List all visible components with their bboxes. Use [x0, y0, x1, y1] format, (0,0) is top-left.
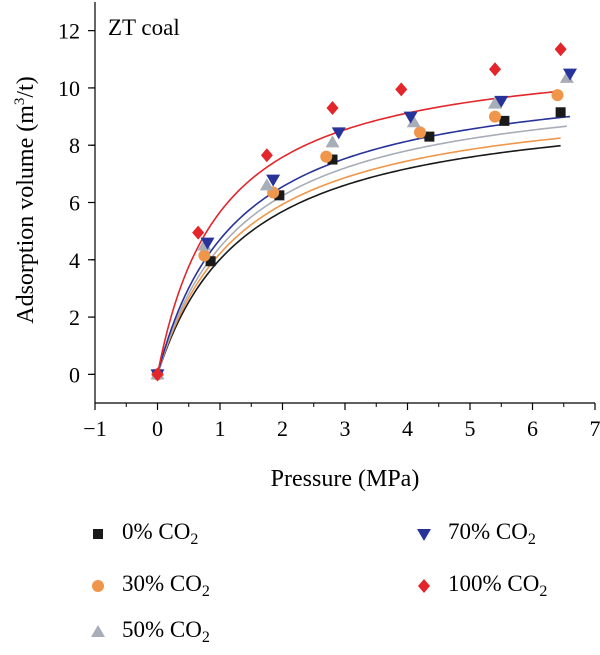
- y-tick-label: 10: [58, 76, 80, 101]
- data-point: [551, 89, 564, 102]
- legend-item: 70% CO2: [416, 519, 536, 549]
- data-point: [200, 237, 215, 250]
- data-point: [325, 135, 340, 148]
- legend-label-sub: 2: [190, 531, 199, 548]
- fit-curve: [156, 90, 561, 375]
- legend-item: 100% CO2: [416, 571, 547, 601]
- y-tick-label: 0: [69, 362, 80, 387]
- y-tick-label: 6: [69, 191, 80, 216]
- data-point: [417, 529, 431, 541]
- x-tick-label: 0: [152, 416, 163, 441]
- data-point: [274, 190, 285, 201]
- legend-item: 30% CO2: [90, 571, 210, 601]
- x-axis-label: Pressure (MPa): [271, 466, 420, 492]
- data-point: [259, 178, 274, 191]
- data-point: [406, 115, 421, 128]
- legend-marker: [93, 529, 103, 539]
- legend-label: 0% CO2: [122, 519, 198, 549]
- y-tick-label: 12: [58, 19, 80, 44]
- y-tick-label: 4: [69, 248, 80, 273]
- data-point: [488, 96, 502, 109]
- legend-label: 30% CO2: [122, 571, 210, 601]
- y-tick-label: 8: [69, 133, 80, 158]
- data-point: [331, 127, 346, 140]
- x-tick-label: 7: [590, 416, 600, 441]
- data-point: [326, 100, 339, 115]
- legend-label-sub: 2: [201, 629, 210, 646]
- data-point: [327, 154, 338, 165]
- legend-label-main: 100% CO: [448, 571, 540, 596]
- data-point: [91, 625, 105, 637]
- data-point: [205, 256, 216, 267]
- data-point: [494, 95, 509, 108]
- y-axis-label-sup: 3: [12, 98, 28, 106]
- data-point: [92, 580, 104, 592]
- data-point: [320, 150, 333, 163]
- y-axis-label-main: Adsorption volume (m: [13, 105, 39, 324]
- y-axis-label-tail: /t): [13, 76, 39, 97]
- data-point: [395, 82, 408, 97]
- fit-curve: [156, 125, 567, 375]
- data-point: [151, 367, 164, 382]
- data-point: [424, 131, 435, 142]
- data-point: [198, 249, 211, 262]
- legend-item: 0% CO2: [90, 519, 198, 549]
- x-tick-label: 3: [340, 416, 351, 441]
- data-point: [93, 529, 103, 539]
- legend-label-main: 30% CO: [122, 571, 202, 596]
- x-tick-label: 2: [277, 416, 288, 441]
- data-point: [555, 107, 566, 118]
- fit-curve: [156, 115, 571, 375]
- chart-annotation: ZT coal: [108, 15, 180, 40]
- data-point: [403, 111, 418, 124]
- legend-marker: [92, 580, 104, 592]
- legend-label-main: 70% CO: [448, 519, 528, 544]
- data-point: [192, 225, 205, 240]
- legend-marker: [418, 579, 430, 593]
- fit-curve: [156, 137, 561, 375]
- x-tick-label: −1: [83, 416, 106, 441]
- x-tick-label: 5: [465, 416, 476, 441]
- data-point: [260, 148, 273, 163]
- x-tick-label: 6: [527, 416, 538, 441]
- y-tick-label: 2: [69, 305, 80, 330]
- legend-label-sub: 2: [201, 583, 210, 600]
- y-axis-label: Adsorption volume (m3/t): [12, 76, 39, 323]
- data-point: [489, 110, 501, 123]
- data-point: [499, 115, 510, 126]
- legend-marker: [91, 625, 105, 637]
- legend-label-sub: 2: [539, 583, 548, 600]
- data-point: [266, 174, 281, 187]
- legend: 0% CO2 30% CO2 50% CO2 70% CO2 100% CO2: [0, 505, 600, 655]
- legend-label-main: 0% CO: [122, 519, 191, 544]
- legend-label: 100% CO2: [448, 571, 547, 601]
- fit-curves: [156, 90, 571, 375]
- data-points: [150, 42, 577, 382]
- x-tick-label: 1: [215, 416, 226, 441]
- data-point: [418, 579, 430, 593]
- x-tick-label: 4: [402, 416, 413, 441]
- legend-label: 50% CO2: [122, 617, 210, 647]
- data-point: [554, 42, 567, 57]
- legend-label-main: 50% CO: [122, 617, 202, 642]
- data-point: [414, 126, 426, 139]
- legend-item: 50% CO2: [90, 617, 210, 647]
- legend-label: 70% CO2: [448, 519, 536, 549]
- data-point: [489, 62, 501, 77]
- fit-curve: [156, 144, 561, 375]
- legend-marker: [417, 529, 431, 541]
- legend-label-sub: 2: [527, 531, 536, 548]
- data-point: [563, 68, 577, 81]
